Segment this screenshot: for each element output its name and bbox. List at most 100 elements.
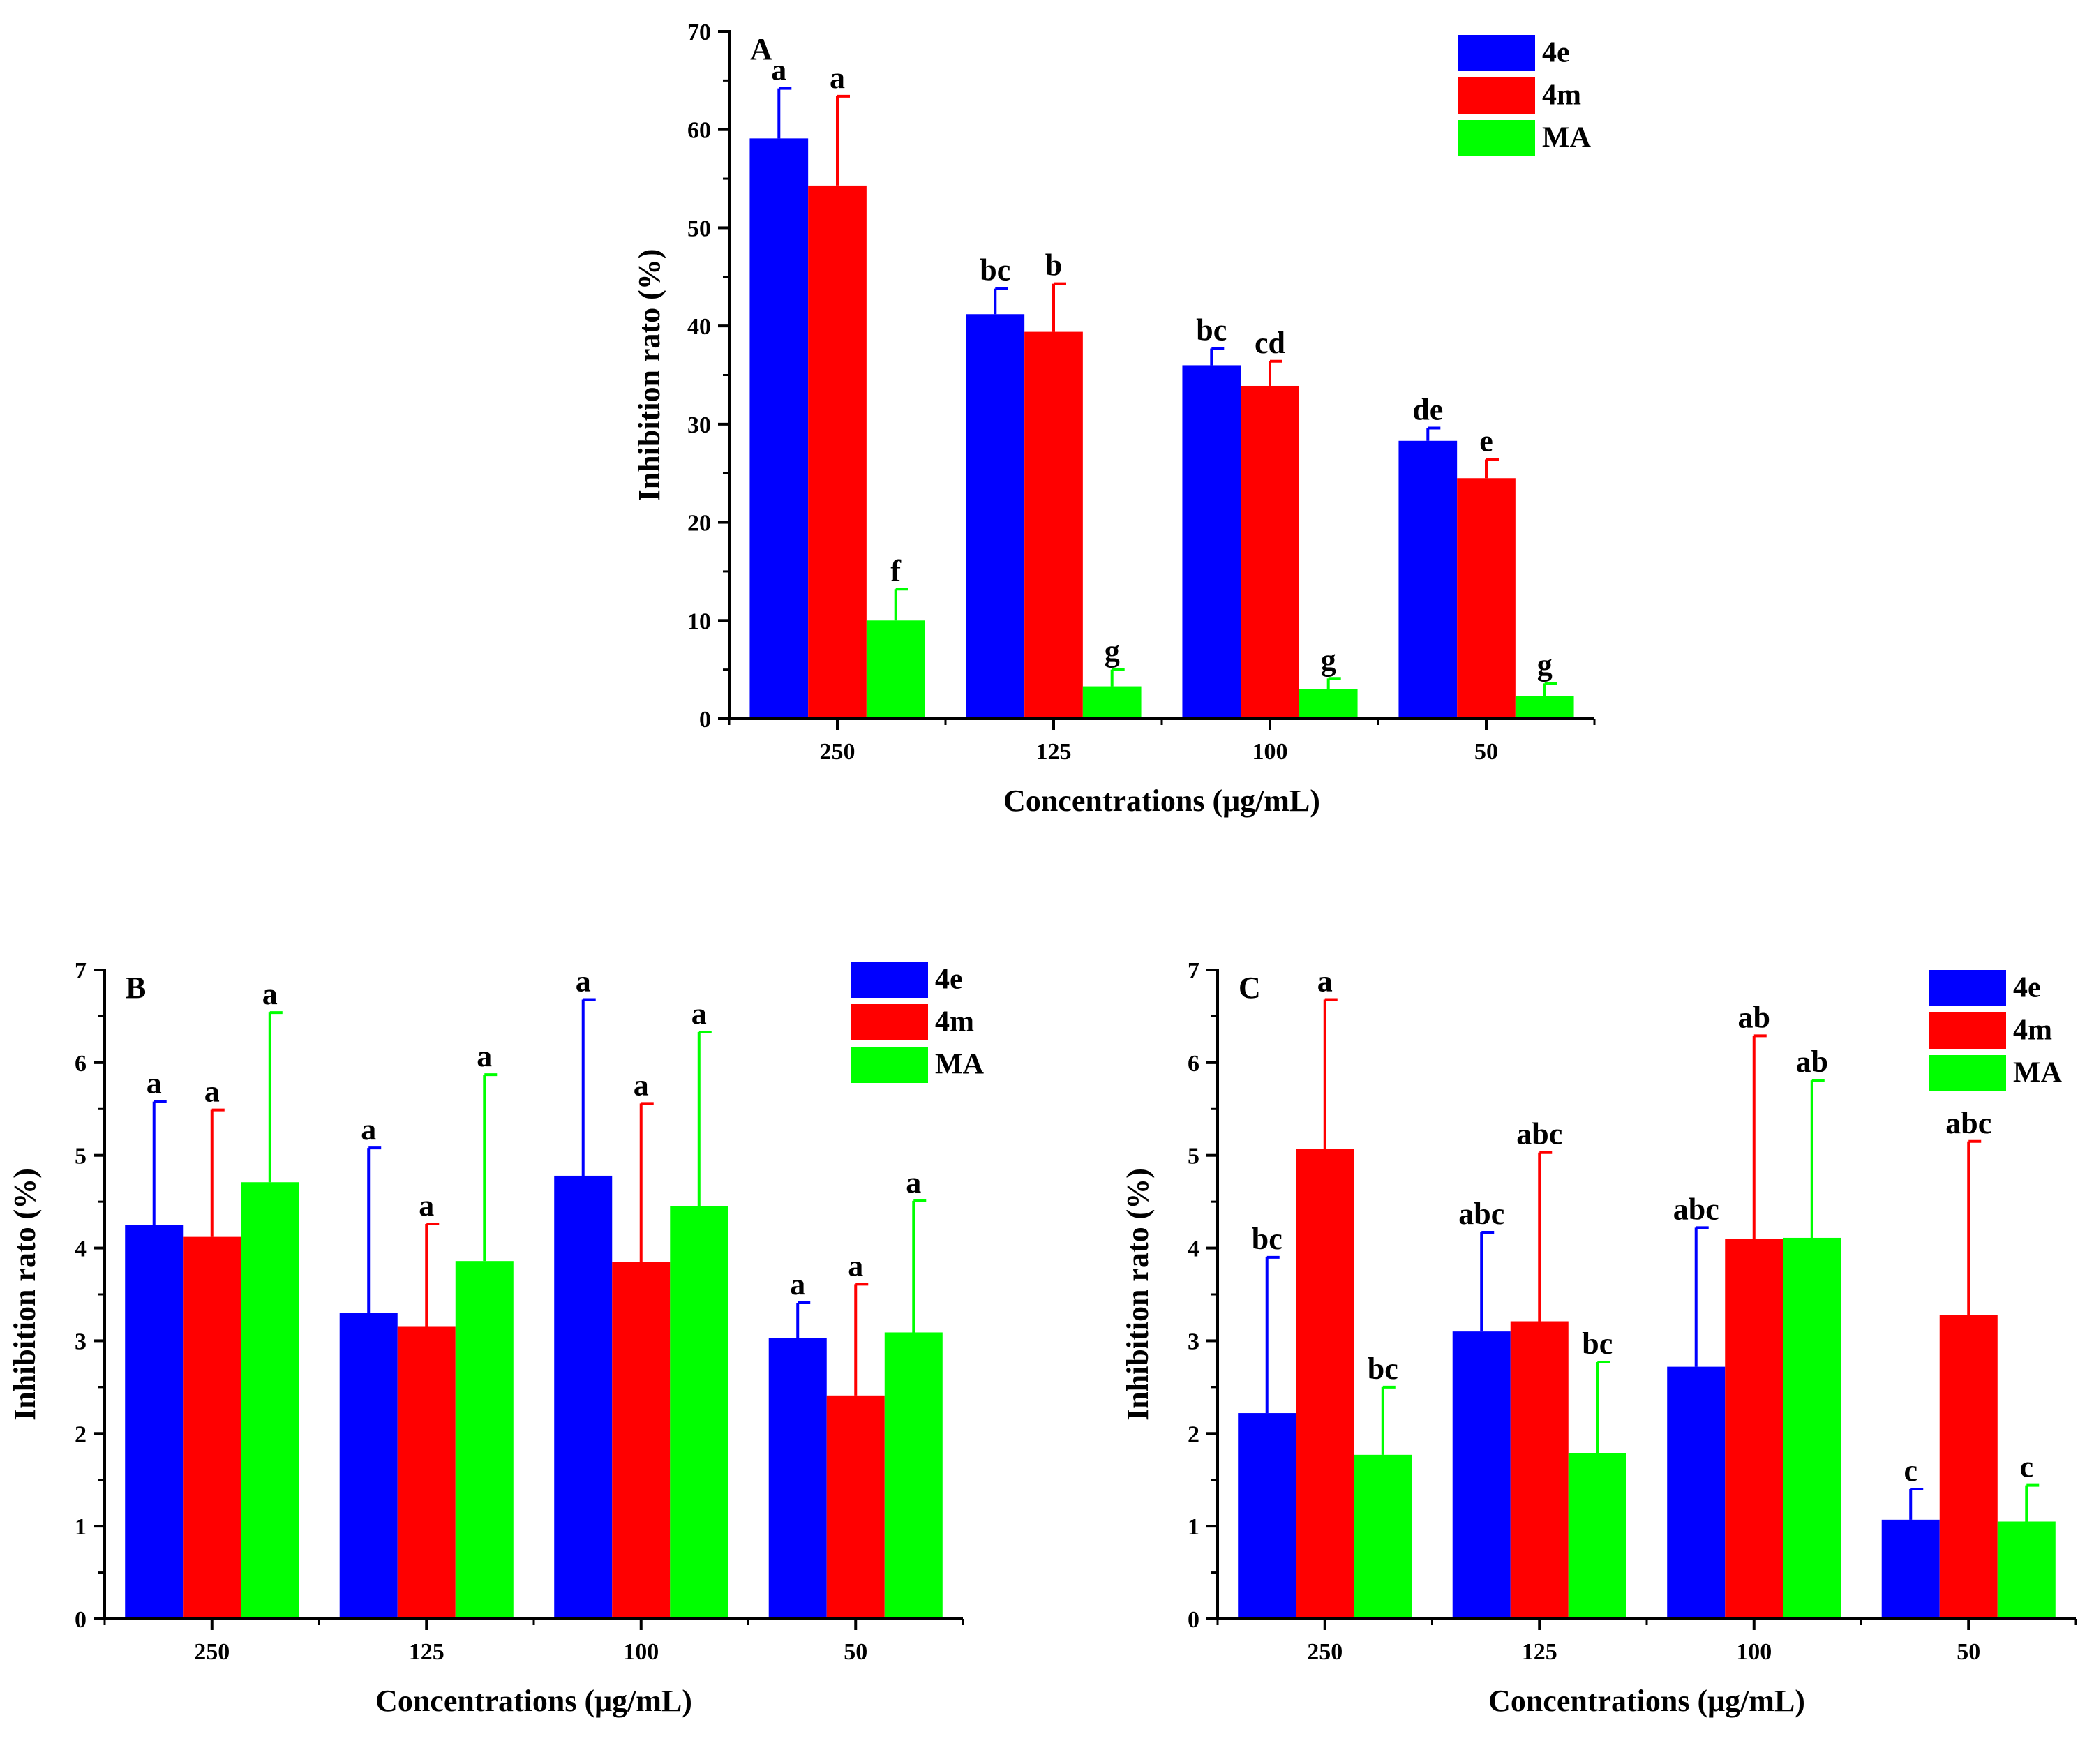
significance-letter-ma-250: a	[262, 977, 278, 1011]
bar-ma-100	[1299, 689, 1358, 719]
bar-4e-100	[554, 1175, 613, 1619]
significance-letter-ma-125: bc	[1582, 1326, 1613, 1361]
significance-letter-4e-50: c	[1904, 1453, 1917, 1488]
x-tick-label-250: 250	[820, 739, 855, 765]
chart-panel-c: bcabc250abcabcbc125abcabab100cabcc500123…	[1121, 958, 2077, 1718]
significance-letter-4m-125: abc	[1516, 1117, 1562, 1151]
bar-4m-125	[397, 1326, 456, 1619]
y-tick-label-60: 60	[687, 118, 711, 144]
significance-letter-ma-100: ab	[1796, 1045, 1828, 1079]
bar-ma-100	[670, 1206, 728, 1619]
significance-letter-ma-50: c	[2020, 1450, 2034, 1484]
x-axis-title: Concentrations (μg/mL)	[1488, 1684, 1805, 1718]
legend-swatch-4m	[1458, 77, 1535, 114]
panel-label: C	[1239, 971, 1261, 1005]
bar-4e-50	[1881, 1519, 1940, 1619]
significance-letter-4e-125: a	[361, 1112, 376, 1146]
significance-letter-4m-50: a	[848, 1248, 863, 1283]
bar-4e-250	[749, 138, 809, 719]
bar-ma-250	[866, 620, 925, 719]
y-tick-label-2: 2	[1188, 1421, 1199, 1447]
y-tick-label-0: 0	[1188, 1607, 1199, 1633]
significance-letter-4e-100: a	[576, 964, 591, 999]
y-tick-label-4: 4	[1188, 1236, 1199, 1262]
legend-swatch-ma	[1458, 120, 1535, 156]
y-tick-label-1: 1	[75, 1514, 87, 1540]
bar-4m-50	[1457, 478, 1516, 719]
significance-letter-4e-250: a	[771, 53, 786, 87]
y-tick-label-3: 3	[1188, 1329, 1199, 1354]
bar-4e-125	[1452, 1331, 1511, 1619]
bar-ma-125	[1568, 1453, 1626, 1619]
legend-label-4e: 4e	[1542, 36, 1570, 68]
x-tick-label-50: 50	[1957, 1639, 1980, 1665]
significance-letter-4e-100: bc	[1196, 313, 1227, 347]
x-tick-label-50: 50	[844, 1639, 867, 1665]
bar-4e-125	[339, 1313, 398, 1619]
significance-letter-4e-100: abc	[1673, 1192, 1719, 1226]
significance-letter-4m-125: a	[419, 1188, 434, 1223]
bar-ma-50	[884, 1332, 943, 1619]
y-tick-label-0: 0	[699, 707, 711, 733]
y-tick-label-10: 10	[687, 608, 711, 634]
legend-label-4m: 4m	[2013, 1014, 2052, 1046]
y-tick-label-7: 7	[75, 958, 87, 984]
significance-letter-4m-250: a	[204, 1075, 220, 1109]
significance-letter-4m-250: a	[1317, 964, 1333, 999]
bar-4m-50	[826, 1395, 885, 1619]
significance-letter-4e-125: bc	[980, 253, 1010, 287]
y-tick-label-40: 40	[687, 314, 711, 340]
x-tick-label-250: 250	[194, 1639, 230, 1665]
y-tick-label-7: 7	[1188, 958, 1199, 984]
significance-letter-4m-50: abc	[1945, 1106, 1991, 1140]
significance-letter-ma-125: g	[1105, 634, 1120, 668]
x-axis-title: Concentrations (μg/mL)	[375, 1684, 692, 1718]
y-axis-title: Inhibition rato (%)	[1121, 1168, 1155, 1421]
y-axis-title: Inhibition rato (%)	[8, 1168, 42, 1421]
bar-4m-250	[183, 1236, 241, 1619]
legend-label-ma: MA	[935, 1048, 985, 1080]
bar-4e-50	[1398, 440, 1458, 719]
bar-ma-125	[455, 1261, 514, 1619]
significance-letter-4e-250: a	[147, 1066, 162, 1100]
bar-4m-125	[1510, 1321, 1569, 1619]
x-tick-label-250: 250	[1307, 1639, 1343, 1665]
bar-ma-100	[1783, 1237, 1841, 1619]
bar-ma-250	[241, 1182, 299, 1619]
bar-4e-100	[1667, 1366, 1726, 1619]
chart-panel-b: a a a 250 a a a 125 a a a 100 a a a 50 0 1 2 3 4 5 6 7 Concentra…	[8, 958, 985, 1718]
x-tick-label-100: 100	[1736, 1639, 1772, 1665]
y-tick-label-2: 2	[75, 1421, 87, 1447]
bar-4m-100	[612, 1262, 671, 1619]
bar-ma-50	[1515, 696, 1574, 719]
legend-label-ma: MA	[2013, 1056, 2063, 1089]
legend-label-4m: 4m	[935, 1006, 974, 1038]
bar-4m-100	[1241, 385, 1299, 719]
panel-label: B	[126, 971, 146, 1005]
bar-4m-100	[1725, 1239, 1783, 1619]
significance-letter-4e-250: bc	[1252, 1222, 1282, 1256]
bar-4e-50	[768, 1338, 827, 1619]
y-tick-label-0: 0	[75, 1607, 87, 1633]
bar-4e-125	[966, 314, 1025, 719]
legend-label-ma: MA	[1542, 121, 1592, 154]
y-tick-label-70: 70	[687, 20, 711, 45]
y-tick-label-4: 4	[75, 1236, 87, 1262]
bar-4e-250	[125, 1225, 184, 1619]
significance-letter-4e-50: de	[1412, 392, 1443, 426]
significance-letter-ma-125: a	[477, 1039, 492, 1073]
significance-letter-4e-125: abc	[1458, 1197, 1504, 1231]
legend-swatch-ma	[1929, 1055, 2006, 1091]
significance-letter-4m-50: e	[1479, 424, 1493, 458]
legend-swatch-4e	[1929, 970, 2006, 1006]
significance-letter-ma-100: g	[1321, 643, 1336, 677]
bar-4m-125	[1024, 331, 1083, 719]
y-tick-label-5: 5	[1188, 1144, 1199, 1169]
x-tick-label-100: 100	[623, 1639, 659, 1665]
significance-letter-4m-100: cd	[1255, 326, 1285, 360]
y-axis-title: Inhibition rato (%)	[632, 249, 666, 502]
bar-4m-250	[1296, 1149, 1354, 1619]
legend-label-4m: 4m	[1542, 79, 1581, 111]
